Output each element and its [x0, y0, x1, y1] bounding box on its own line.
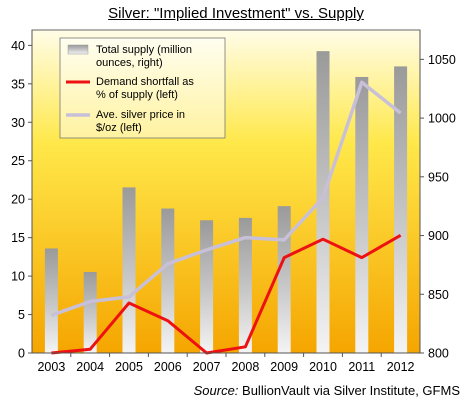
right-tick-label: 900 [428, 229, 449, 243]
bar-2012 [394, 66, 408, 353]
chart-title: Silver: "Implied Investment" vs. Supply [108, 5, 364, 22]
left-tick-label: 15 [11, 231, 25, 245]
bar-2011 [355, 76, 369, 354]
right-tick-label: 1050 [428, 53, 456, 67]
bar-series [44, 51, 408, 354]
right-tick-label: 1000 [428, 112, 456, 126]
left-tick-label: 0 [18, 347, 25, 361]
legend-label-shortfall-1: Demand shortfall as [96, 76, 194, 88]
legend-label-price-2: $/oz (left) [96, 122, 142, 134]
source-label: Source: [193, 383, 239, 398]
source-text: BullionVault via Silver Institute, GFMS [238, 383, 460, 398]
bar-2006 [161, 208, 175, 353]
bar-2007 [200, 220, 214, 353]
x-tick-label: 2006 [154, 360, 182, 374]
x-tick-label: 2011 [348, 360, 375, 374]
right-tick-label: 850 [428, 288, 449, 302]
left-tick-label: 30 [11, 116, 25, 130]
left-tick-label: 40 [11, 39, 25, 53]
bar-2004 [83, 271, 97, 353]
x-tick-label: 2012 [387, 360, 415, 374]
bar-2009 [277, 206, 291, 353]
x-tick-label: 2005 [115, 360, 143, 374]
source-note: Source: BullionVault via Silver Institut… [194, 383, 460, 398]
x-tick-label: 2004 [76, 360, 104, 374]
x-tick-label: 2007 [193, 360, 221, 374]
bar-2008 [238, 217, 252, 353]
x-tick-label: 2010 [309, 360, 337, 374]
left-tick-label: 20 [11, 193, 25, 207]
legend-label-supply-2: ounces, right) [96, 57, 163, 69]
left-tick-label: 10 [11, 270, 25, 284]
left-tick-label: 35 [11, 77, 25, 91]
x-tick-label: 2009 [270, 360, 298, 374]
silver-price-line [50, 80, 402, 317]
demand-shortfall-line [51, 233, 402, 355]
x-tick-label: 2008 [231, 360, 259, 374]
left-tick-label: 25 [11, 154, 25, 168]
bar-2005 [122, 187, 136, 353]
legend-label-price-1: Ave. silver price in [96, 109, 185, 121]
x-tick-label: 2003 [37, 360, 65, 374]
right-tick-label: 950 [428, 170, 449, 184]
bar-2010 [316, 51, 330, 354]
line-series [50, 80, 402, 355]
legend-swatch-supply [67, 44, 89, 55]
axes: 0 5 10 15 20 25 30 35 40 800 850 900 950 1000 1050 2003… [11, 30, 456, 374]
legend-box [59, 37, 226, 139]
bar-2003 [44, 248, 58, 353]
left-tick-label: 5 [18, 308, 25, 322]
legend-label-supply-1: Total supply (million [96, 44, 192, 56]
right-tick-label: 800 [428, 347, 449, 361]
legend-label-shortfall-2: % of supply (left) [96, 89, 178, 101]
